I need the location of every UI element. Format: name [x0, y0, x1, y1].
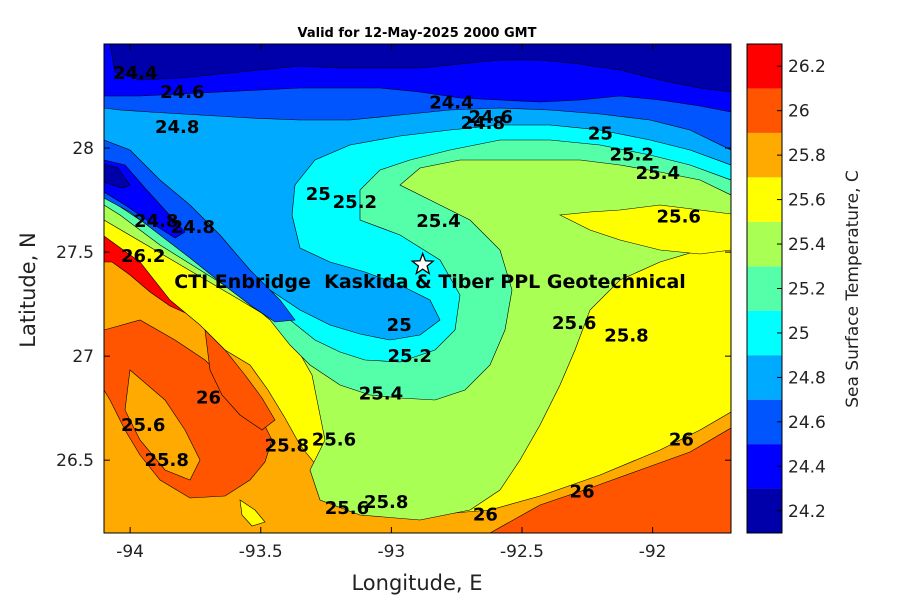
- band-24-2-nw-tongue: [104, 163, 131, 189]
- contour-label: 25.4: [416, 211, 460, 232]
- contour-labels: 24.424.624.824.424.824.62525.225.425.625…: [113, 63, 701, 525]
- colorbar-swatch: [747, 266, 782, 311]
- contour-label: 26: [473, 504, 498, 525]
- contour-label: 25.8: [265, 436, 309, 457]
- y-axis-label: Latitude, N: [16, 232, 40, 348]
- contour-label: 25.8: [144, 450, 188, 471]
- colorbar-swatch: [747, 132, 782, 178]
- colorbar-tick-label: 24.4: [788, 457, 826, 477]
- contour-field: [104, 44, 731, 533]
- contour-label: 24.8: [155, 117, 199, 138]
- colorbar-tick-label: 25.2: [788, 280, 826, 300]
- contour-label: 25: [588, 123, 613, 144]
- chart-title: Valid for 12-May-2025 2000 GMT: [298, 26, 537, 41]
- x-tick-label: -94: [116, 542, 144, 562]
- contour-label: 24.8: [134, 211, 178, 232]
- contour-label: 24.4: [113, 63, 157, 84]
- colorbar-swatch: [747, 221, 782, 267]
- band-26-0-sw: [104, 319, 273, 499]
- colorbar-swatch: [747, 310, 782, 356]
- plot-frame: [103, 43, 732, 534]
- contour-label: 25.6: [657, 207, 701, 228]
- colorbar-tick-label: 26.2: [788, 57, 826, 77]
- colorbar-swatch: [747, 44, 782, 89]
- contour-label: 25: [306, 184, 331, 205]
- x-tick-label: -93: [377, 542, 405, 562]
- contour-label: 25.8: [364, 492, 408, 513]
- y-tick-label: 28: [72, 139, 94, 159]
- band-24-2: [109, 44, 731, 93]
- band-25-8-sw-pocket: [124, 369, 201, 481]
- colorbar-tick-label: 25.8: [788, 146, 826, 166]
- colorbar-swatch: [747, 355, 782, 400]
- contour-label: 24.6: [160, 82, 204, 103]
- x-tick-label: -93.5: [239, 542, 283, 562]
- contour-label: 24.8: [461, 113, 505, 134]
- contour-label: 25.8: [604, 325, 648, 346]
- x-axis-label: Longitude, E: [351, 571, 482, 595]
- contour-label: 25.2: [387, 346, 431, 367]
- y-tick-label: 26.5: [56, 451, 94, 471]
- contour-label: 25.6: [121, 415, 165, 436]
- contour-label: 25.4: [636, 163, 680, 184]
- colorbar: [746, 43, 783, 534]
- colorbar-tick-label: 26: [788, 102, 810, 122]
- x-tick-label: -92.5: [500, 542, 544, 562]
- contour-label: 25.6: [552, 313, 596, 334]
- contour-label: 24.8: [171, 217, 215, 238]
- band-26-0-se: [489, 427, 731, 533]
- y-tick-label: 27: [72, 347, 94, 367]
- contour-label: 24.4: [429, 92, 473, 113]
- colorbar-label: Sea Surface Temperature, C: [843, 170, 863, 408]
- band-24-6-nw-tongue: [104, 139, 296, 323]
- y-tick-label: 27.5: [56, 243, 94, 263]
- contour-label: 25.2: [610, 144, 654, 165]
- contour-label: 25.6: [312, 429, 356, 450]
- colorbar-swatch: [747, 177, 782, 222]
- band-25-6-tongue: [558, 204, 731, 255]
- contour-label: 25.4: [359, 384, 403, 405]
- colorbar-tick-label: 24.8: [788, 368, 826, 388]
- contour-label: 26: [196, 388, 221, 409]
- contour-label: 25.6: [325, 498, 369, 519]
- contour-label: 26: [570, 481, 595, 502]
- colorbar-tick-label: 25.4: [788, 235, 826, 255]
- colorbar-tick-label: 25: [788, 324, 810, 344]
- colorbar-tick-label: 24.2: [788, 502, 826, 522]
- colorbar-tick-label: 24.6: [788, 413, 826, 433]
- colorbar-swatch: [747, 88, 782, 133]
- contour-label: 26.2: [121, 246, 165, 267]
- contour-label: 25.2: [333, 192, 377, 213]
- x-axis-tick-labels: -94 -93.5 -93 -92.5 -92: [116, 542, 666, 562]
- colorbar-swatch: [747, 399, 782, 445]
- axis-ticks: [104, 44, 731, 533]
- project-annotation: CTI Enbridge Kaskida & Tiber PPL Geotech…: [174, 271, 686, 293]
- colorbar-swatch: [747, 488, 782, 533]
- y-axis-tick-labels: 26.5 27 27.5 28: [56, 139, 94, 471]
- colorbar-swatch: [747, 444, 782, 489]
- contour-label: 25: [387, 315, 412, 336]
- contour-label: 26: [669, 429, 694, 450]
- contour-label: 24.6: [468, 107, 512, 128]
- colorbar-tick-labels: 24.2 24.4 24.6 24.8 25 25.2 25.4 25.6 25.8 26 26.2: [788, 57, 826, 522]
- band-25-6-pocket: [239, 499, 266, 527]
- x-tick-label: -92: [639, 542, 667, 562]
- colorbar-tick-label: 25.6: [788, 191, 826, 211]
- band-26-0-inner: [204, 329, 276, 431]
- site-star-marker: [410, 251, 435, 276]
